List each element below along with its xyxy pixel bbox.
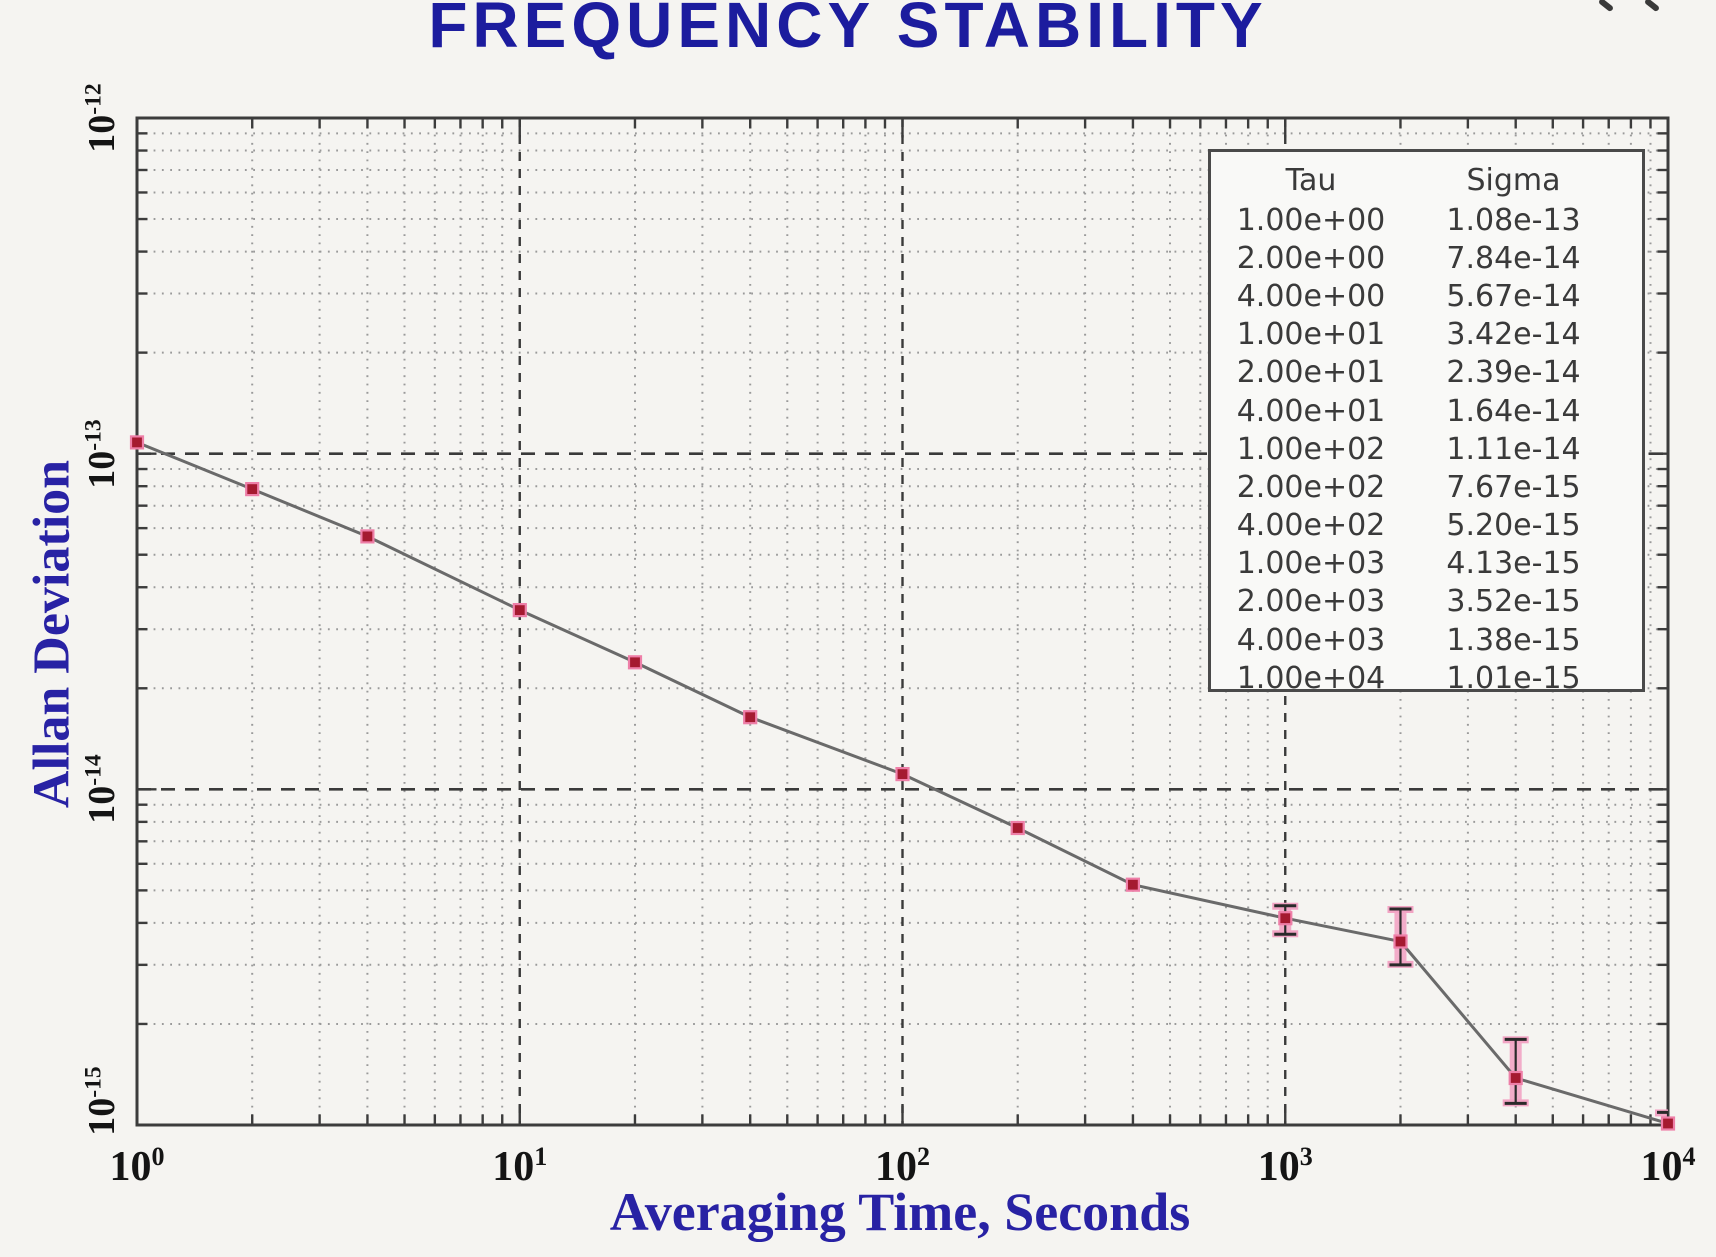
x-axis-label: Averaging Time, Seconds — [609, 1182, 1191, 1242]
table-cell-sigma: 1.11e-14 — [1446, 431, 1581, 467]
x-tick-label: 104 — [1640, 1142, 1696, 1190]
table-cell-tau: 2.00e+03 — [1236, 584, 1386, 620]
table-row: 2.00e+02 7.67e-15 — [1211, 468, 1642, 506]
table-cell-sigma: 5.67e-14 — [1446, 278, 1581, 314]
table-cell-sigma: 3.52e-15 — [1446, 584, 1581, 620]
chart-title: FREQUENCY STABILITY — [428, 0, 1268, 61]
table-cell-sigma: 7.67e-15 — [1446, 469, 1581, 505]
table-cell-tau: 1.00e+02 — [1236, 431, 1386, 467]
table-cell-sigma: 1.64e-14 — [1446, 393, 1581, 429]
table-cell-sigma: 1.38e-15 — [1446, 622, 1581, 658]
table-cell-sigma: 7.84e-14 — [1446, 240, 1581, 276]
y-axis-label: Allan Deviation — [23, 459, 81, 809]
table-cell-tau: 1.00e+03 — [1236, 546, 1386, 582]
table-row: 2.00e+00 7.84e-14 — [1211, 239, 1642, 277]
x-tick-label: 102 — [874, 1142, 931, 1190]
table-header-sigma: Sigma — [1466, 162, 1561, 198]
table-row: 1.00e+03 4.13e-15 — [1211, 545, 1642, 583]
table-row: 4.00e+03 1.38e-15 — [1211, 621, 1642, 659]
table-cell-sigma: 1.01e-15 — [1446, 660, 1581, 696]
table-cell-sigma: 5.20e-15 — [1446, 508, 1581, 544]
table-cell-sigma: 3.42e-14 — [1446, 317, 1581, 353]
table-row: 4.00e+02 5.20e-15 — [1211, 507, 1642, 545]
table-cell-tau: 4.00e+01 — [1236, 393, 1386, 429]
error-bars — [1272, 902, 1668, 1125]
y-tick-label: 10-12 — [80, 83, 123, 153]
table-header-row: Tau Sigma — [1211, 159, 1642, 201]
table-cell-tau: 2.00e+02 — [1236, 469, 1386, 505]
table-cell-sigma: 4.13e-15 — [1446, 546, 1581, 582]
plot-frame — [135, 116, 1670, 1127]
table-row: 4.00e+00 5.67e-14 — [1211, 277, 1642, 315]
y-tick-label: 10-15 — [80, 1066, 123, 1136]
table-row: 1.00e+04 1.01e-15 — [1211, 659, 1642, 697]
table-row: 2.00e+01 2.39e-14 — [1211, 354, 1642, 392]
table-cell-sigma: 1.08e-13 — [1446, 202, 1581, 238]
y-tick-label: 10-14 — [80, 754, 123, 825]
x-tick-label: 101 — [492, 1142, 548, 1190]
table-cell-tau: 1.00e+04 — [1236, 660, 1386, 696]
y-tick-label: 10-13 — [80, 418, 123, 489]
table-cell-tau: 4.00e+03 — [1236, 622, 1386, 658]
table-cell-tau: 2.00e+00 — [1236, 240, 1386, 276]
table-cell-tau: 4.00e+02 — [1236, 508, 1386, 544]
table-row: 1.00e+00 1.08e-13 — [1211, 201, 1642, 239]
data-table: Tau Sigma 1.00e+00 1.08e-13 2.00e+00 7.84e-… — [1208, 149, 1645, 696]
table-row: 1.00e+02 1.11e-14 — [1211, 430, 1642, 468]
x-tick-label: 100 — [109, 1142, 165, 1190]
table-cell-tau: 1.00e+00 — [1236, 202, 1386, 238]
table-cell-tau: 1.00e+01 — [1236, 317, 1386, 353]
grid-minor — [137, 118, 1668, 1125]
table-row: 2.00e+03 3.52e-15 — [1211, 583, 1642, 621]
table-body: 1.00e+00 1.08e-13 2.00e+00 7.84e-14 4.00e+00… — [1211, 201, 1642, 697]
table-header-tau: Tau — [1285, 162, 1337, 198]
data-points — [129, 435, 1676, 1131]
table-cell-tau: 2.00e+01 — [1236, 355, 1386, 391]
table-cell-sigma: 2.39e-14 — [1446, 355, 1581, 391]
table-cell-tau: 4.00e+00 — [1236, 278, 1386, 314]
x-tick-label: 103 — [1257, 1142, 1313, 1190]
table-row: 4.00e+01 1.64e-14 — [1211, 392, 1642, 430]
table-row: 1.00e+01 3.42e-14 — [1211, 316, 1642, 354]
axis-ticks — [135, 116, 1670, 1127]
